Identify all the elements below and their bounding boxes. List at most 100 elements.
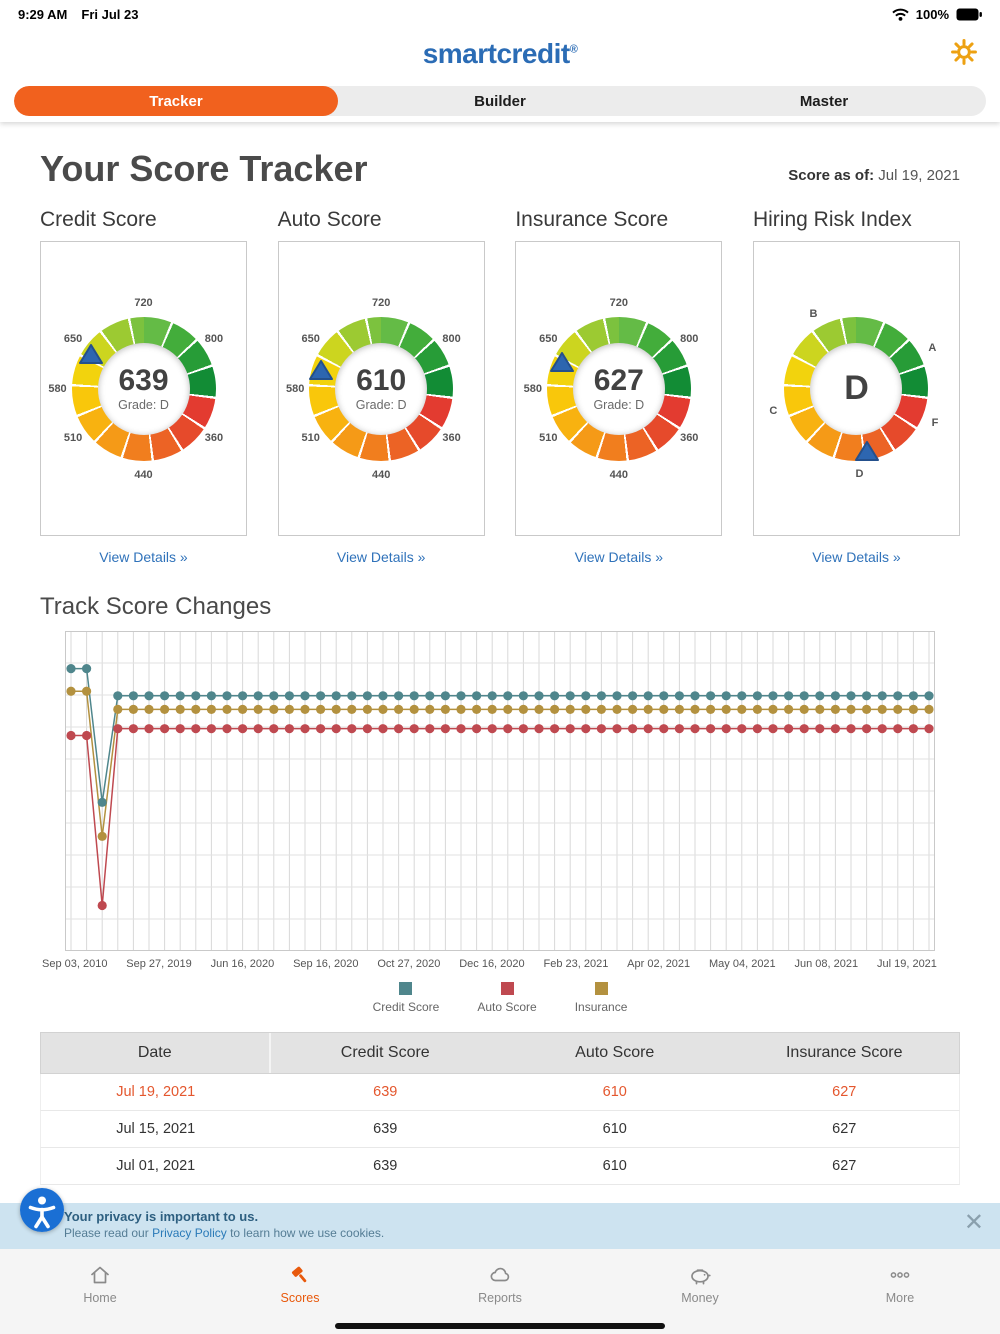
gauge-scale-label: 440 — [371, 468, 391, 481]
tab-master[interactable]: Master — [799, 92, 849, 110]
tab-tracker[interactable]: Tracker — [14, 86, 338, 116]
chart-legend: Credit Score Auto Score Insurance — [40, 982, 960, 1014]
accessibility-icon — [20, 1188, 64, 1232]
score-as-of: Score as of: Jul 19, 2021 — [788, 167, 960, 190]
top-area: 9:29 AM Fri Jul 23 100% smartcredit® — [0, 0, 1000, 122]
view-details-link[interactable]: View Details » — [99, 549, 188, 565]
table-cell: 639 — [373, 1158, 398, 1174]
app-header: smartcredit® — [0, 28, 1000, 80]
x-axis-label: Jun 08, 2021 — [794, 958, 859, 970]
legend-label: Credit Score — [372, 1000, 440, 1014]
score-chart-svg — [65, 631, 935, 951]
gauge-scale-label: 720 — [609, 296, 628, 309]
bottom-nav: Home Scores Reports Money — [0, 1248, 1000, 1334]
table-cell: 639 — [373, 1121, 398, 1137]
x-axis-label: Oct 27, 2020 — [377, 958, 441, 970]
gauge-scale-label: 360 — [442, 431, 461, 444]
ellipsis-icon — [890, 1272, 910, 1278]
gauge-center: 639 Grade: D — [97, 342, 190, 435]
nav-label: Money — [681, 1291, 719, 1305]
legend-item: Credit Score — [372, 982, 440, 1014]
table-row[interactable]: Jul 19, 2021 639 610 627 — [40, 1074, 960, 1111]
accessibility-button[interactable] — [20, 1188, 64, 1232]
gauge-card-insurance-score: Insurance Score 627 Grade: D 720 800 360 44… — [515, 208, 723, 565]
track-score-changes-section: Track Score Changes Sep 03, 2010 Sep 27, … — [40, 593, 960, 1014]
cloud-icon — [490, 1267, 510, 1282]
gauge-value: 639 — [118, 363, 169, 397]
page-title: Your Score Tracker — [40, 148, 368, 189]
wifi-icon — [892, 8, 909, 21]
legend-swatch — [500, 982, 514, 995]
gauge-scale-label: 720 — [371, 296, 391, 309]
table-row[interactable]: Jul 01, 2021 639 610 627 — [40, 1148, 960, 1185]
date-label: Fri Jul 23 — [81, 6, 139, 22]
nav-item-reports[interactable]: Reports — [400, 1249, 600, 1334]
gauge-scale-label: 360 — [204, 431, 224, 444]
table-cell: 610 — [602, 1084, 627, 1100]
nav-label: More — [885, 1291, 915, 1305]
view-details-link[interactable]: View Details » — [574, 549, 664, 565]
legend-swatch — [594, 982, 608, 995]
gauge-value: 610 — [356, 363, 407, 397]
gauge-card-credit-score: Credit Score 639 Grade: D 720 800 360 440 51… — [40, 208, 247, 565]
close-icon[interactable]: ✕ — [963, 1209, 984, 1236]
gauge-scale-label: 650 — [63, 333, 83, 346]
tab-builder[interactable]: Builder — [474, 92, 526, 110]
gauge-scale-label: 580 — [48, 382, 67, 395]
x-axis-label: Feb 23, 2021 — [543, 958, 609, 970]
piggy-bank-icon — [691, 1269, 711, 1285]
table-cell: Jul 15, 2021 — [116, 1121, 196, 1137]
nav-item-home[interactable]: Home — [0, 1249, 200, 1334]
view-details-link[interactable]: View Details » — [336, 549, 426, 565]
home-indicator[interactable] — [335, 1323, 665, 1329]
gauge-title: Auto Score — [277, 208, 382, 231]
gauge-card-auto-score: Auto Score 610 Grade: D 720 800 360 440 510 5… — [277, 208, 485, 565]
gauge-scale-label: D — [855, 468, 864, 481]
gauge-marker — [854, 440, 880, 462]
table-cell: 627 — [832, 1084, 857, 1100]
view-details-link[interactable]: View Details » — [812, 549, 901, 565]
column-header: Date — [41, 1033, 271, 1073]
nav-item-money[interactable]: Money — [600, 1249, 800, 1334]
score-chart — [65, 631, 935, 951]
settings-gear-icon[interactable] — [950, 38, 978, 66]
gauge-title: Hiring Risk Index — [752, 208, 912, 231]
gauge-scale-label: F — [931, 417, 939, 430]
gauge-scale-label: 800 — [204, 333, 224, 346]
gauge-row: Credit Score 639 Grade: D 720 800 360 440 51… — [40, 208, 960, 565]
x-axis-label: Sep 16, 2020 — [293, 958, 359, 970]
table-header-row: Date Credit Score Auto Score Insurance Scor… — [40, 1032, 960, 1074]
table-cell: 639 — [373, 1084, 398, 1100]
gauge-scale-label: 440 — [134, 468, 153, 481]
gauge-scale-label: 720 — [134, 296, 153, 309]
main-content: Your Score Tracker Score as of: Jul 19, … — [0, 122, 1000, 1185]
x-axis-label: Jul 19, 2021 — [876, 958, 937, 970]
table-row[interactable]: Jul 15, 2021 639 610 627 — [40, 1111, 960, 1148]
home-icon — [91, 1266, 109, 1284]
cookie-banner: Your privacy is important to us. Please … — [0, 1203, 1000, 1249]
top-tab-bar: Tracker Builder Master — [14, 86, 986, 116]
score-as-of-date: Jul 19, 2021 — [878, 167, 960, 184]
x-axis-labels: Sep 03, 2010 Sep 27, 2019 Jun 16, 2020 Sep … — [42, 958, 937, 970]
nav-item-more[interactable]: More — [800, 1249, 1000, 1334]
registered-mark: ® — [569, 43, 578, 56]
gauge-box: 639 Grade: D 720 800 360 440 510 580 650 — [40, 241, 247, 536]
nav-item-scores[interactable]: Scores — [200, 1249, 400, 1334]
privacy-detail: Please read our Privacy Policy to learn … — [64, 1226, 960, 1240]
legend-swatch — [399, 982, 413, 995]
table-cell: Jul 01, 2021 — [116, 1158, 196, 1174]
gauge-marker — [549, 351, 575, 373]
column-header: Insurance Score — [785, 1044, 903, 1061]
x-axis-label: Sep 03, 2010 — [42, 958, 108, 970]
gauge-scale-label: 440 — [609, 468, 628, 481]
gauge-scale-label: 510 — [301, 431, 320, 444]
gauge-scale-label: 510 — [63, 431, 83, 444]
table-cell: 627 — [832, 1158, 857, 1174]
gauge-scale-label: 360 — [680, 431, 699, 444]
gauge-center: 610 Grade: D — [335, 342, 428, 435]
column-header: Auto Score — [575, 1044, 655, 1061]
gauge-value: D — [844, 368, 869, 407]
gauge-card-hiring-risk-index: Hiring Risk Index D A B C D F View Details » — [752, 208, 960, 565]
privacy-policy-link[interactable]: Privacy Policy — [152, 1226, 227, 1240]
gauge-scale-label: C — [769, 404, 778, 417]
